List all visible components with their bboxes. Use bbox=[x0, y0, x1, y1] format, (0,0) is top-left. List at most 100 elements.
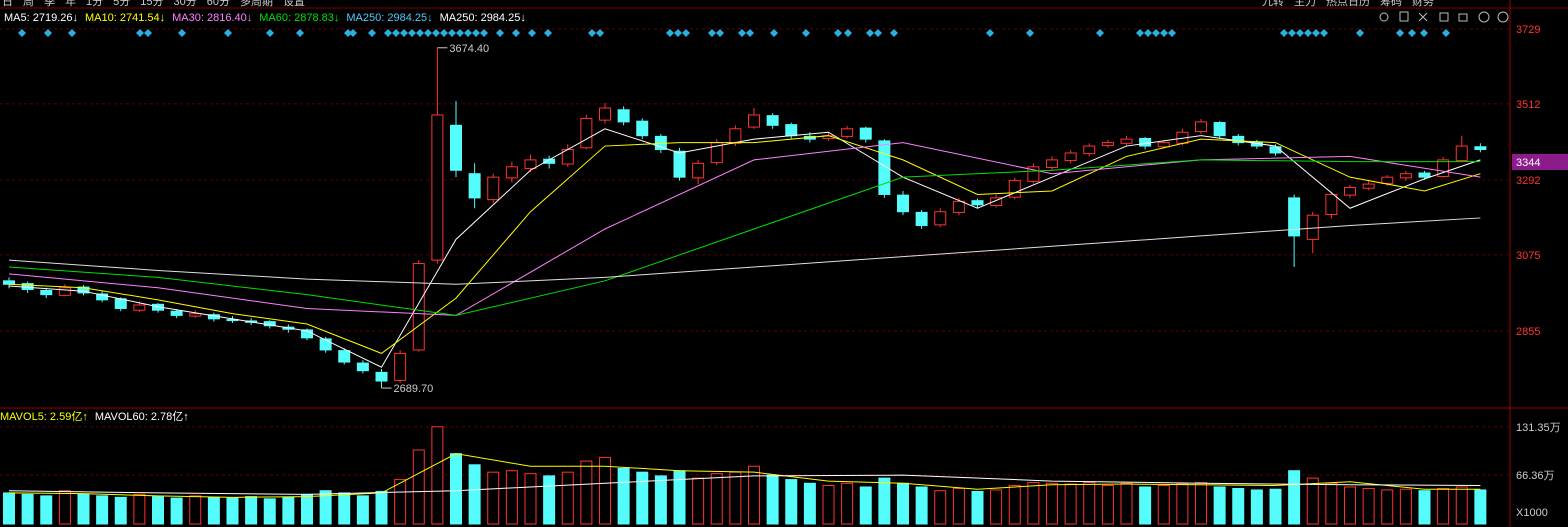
signal-marker bbox=[844, 29, 852, 37]
candle-body bbox=[1083, 145, 1096, 155]
y-tick-label: 2855 bbox=[1516, 326, 1540, 338]
toolbar-tab[interactable]: 热点日历 bbox=[1326, 0, 1370, 8]
volume-bar bbox=[1195, 482, 1207, 525]
y-tick-label: 3075 bbox=[1516, 250, 1540, 262]
volume-bar bbox=[282, 496, 295, 525]
signal-marker bbox=[349, 29, 357, 37]
volume-bar bbox=[1232, 487, 1245, 525]
legend-item: MA250: 2984.25↓ bbox=[346, 12, 432, 24]
signal-marker bbox=[512, 29, 520, 37]
candle-body bbox=[673, 150, 686, 178]
toolbar-icons bbox=[1379, 11, 1509, 23]
toolbar-tab[interactable]: 多周期 bbox=[240, 0, 273, 8]
candle-body bbox=[1437, 159, 1450, 177]
candle-body bbox=[394, 352, 407, 381]
y-tick-label: 3729 bbox=[1516, 24, 1540, 36]
volume-bar bbox=[1139, 486, 1152, 525]
volume-bar bbox=[3, 492, 15, 525]
signal-marker bbox=[440, 29, 448, 37]
signal-marker bbox=[1288, 29, 1296, 37]
volume-bar bbox=[468, 464, 481, 525]
icon[interactable] bbox=[1418, 12, 1428, 22]
volume-bar bbox=[971, 490, 984, 525]
candle-body bbox=[505, 166, 518, 179]
toolbar-tab[interactable]: 筹码 bbox=[1380, 0, 1402, 8]
volume-bar bbox=[356, 495, 369, 525]
volume-bar bbox=[1101, 485, 1114, 525]
toolbar-tab[interactable]: 15分 bbox=[140, 0, 163, 8]
volume-bar bbox=[77, 493, 90, 525]
signal-marker bbox=[1312, 29, 1320, 37]
ma-line bbox=[8, 135, 1481, 354]
volume-bar bbox=[412, 449, 425, 525]
candle-body bbox=[841, 128, 854, 137]
toolbar-tab[interactable]: 1分 bbox=[86, 0, 103, 8]
candle-body bbox=[859, 127, 872, 140]
volume-bar bbox=[505, 470, 518, 525]
volume-bar bbox=[58, 490, 71, 525]
signal-marker bbox=[874, 29, 882, 37]
toolbar-tab[interactable]: 5分 bbox=[113, 0, 130, 8]
candle-body bbox=[1381, 176, 1394, 184]
toolbar-tab[interactable]: 季 bbox=[44, 0, 55, 8]
icon[interactable] bbox=[1379, 12, 1389, 22]
last-price-box bbox=[1512, 153, 1568, 170]
signal-marker bbox=[424, 29, 432, 37]
icon[interactable] bbox=[1458, 13, 1468, 22]
volume-bar bbox=[450, 453, 462, 525]
volume-bar bbox=[1418, 490, 1431, 525]
toolbar-tab[interactable]: 主力 bbox=[1294, 0, 1316, 8]
toolbar-tab[interactable]: 九转 bbox=[1262, 0, 1284, 8]
toolbar-tab[interactable]: 设置 bbox=[283, 0, 305, 8]
candle-body bbox=[952, 200, 965, 213]
volume-bar bbox=[803, 482, 816, 525]
icon[interactable] bbox=[1497, 11, 1509, 23]
volume-bar bbox=[748, 465, 760, 525]
volume-bar bbox=[1176, 483, 1189, 525]
legend-item: MAVOL60: 2.78亿↑ bbox=[95, 410, 189, 423]
signal-marker bbox=[986, 29, 994, 37]
icon[interactable] bbox=[1478, 11, 1490, 23]
volume-bar bbox=[841, 482, 854, 525]
candle-body bbox=[1418, 172, 1431, 178]
signal-marker bbox=[1442, 29, 1450, 37]
icon[interactable] bbox=[1399, 11, 1409, 22]
signal-marker bbox=[890, 29, 898, 37]
candle-body bbox=[319, 338, 332, 351]
legend-item: MAVOL5: 2.59亿↑ bbox=[0, 410, 88, 423]
volume-bar bbox=[822, 485, 835, 525]
signal-marker bbox=[1144, 29, 1152, 37]
signal-marker bbox=[834, 29, 842, 37]
volume-bar bbox=[897, 482, 909, 525]
icon[interactable] bbox=[1439, 12, 1449, 22]
volume-bar bbox=[1250, 489, 1263, 525]
volume-bar bbox=[636, 471, 649, 525]
candle-body bbox=[1399, 173, 1412, 179]
last-price-label: 3344 bbox=[1516, 157, 1540, 169]
signal-marker bbox=[770, 29, 778, 37]
y-tick-label: 66.36万 bbox=[1516, 470, 1555, 482]
signal-marker bbox=[400, 29, 408, 37]
signal-marker bbox=[44, 29, 52, 37]
candle-body bbox=[1064, 152, 1077, 162]
volume-bar bbox=[114, 496, 127, 525]
toolbar-tab[interactable]: 周 bbox=[23, 0, 34, 8]
candle-body bbox=[636, 120, 649, 137]
candle-body bbox=[1455, 145, 1468, 162]
toolbar-tab[interactable]: 日 bbox=[2, 0, 13, 8]
signal-marker bbox=[596, 29, 604, 37]
toolbar-tab[interactable]: 30分 bbox=[174, 0, 197, 8]
legend-item: MA5: 2719.26↓ bbox=[4, 12, 78, 24]
toolbar-tab[interactable]: 60分 bbox=[207, 0, 230, 8]
toolbar-tab[interactable]: 财务 bbox=[1412, 0, 1434, 8]
signal-marker bbox=[18, 29, 26, 37]
signal-marker bbox=[136, 29, 144, 37]
volume-bar bbox=[692, 477, 705, 525]
toolbar-tab[interactable]: 年 bbox=[65, 0, 76, 8]
volume-bar bbox=[170, 497, 183, 525]
volume-bar bbox=[1027, 482, 1040, 525]
signal-marker bbox=[1304, 29, 1312, 37]
candle-body bbox=[543, 158, 556, 164]
volume-bar bbox=[1120, 482, 1133, 525]
candle-body bbox=[1474, 146, 1487, 151]
